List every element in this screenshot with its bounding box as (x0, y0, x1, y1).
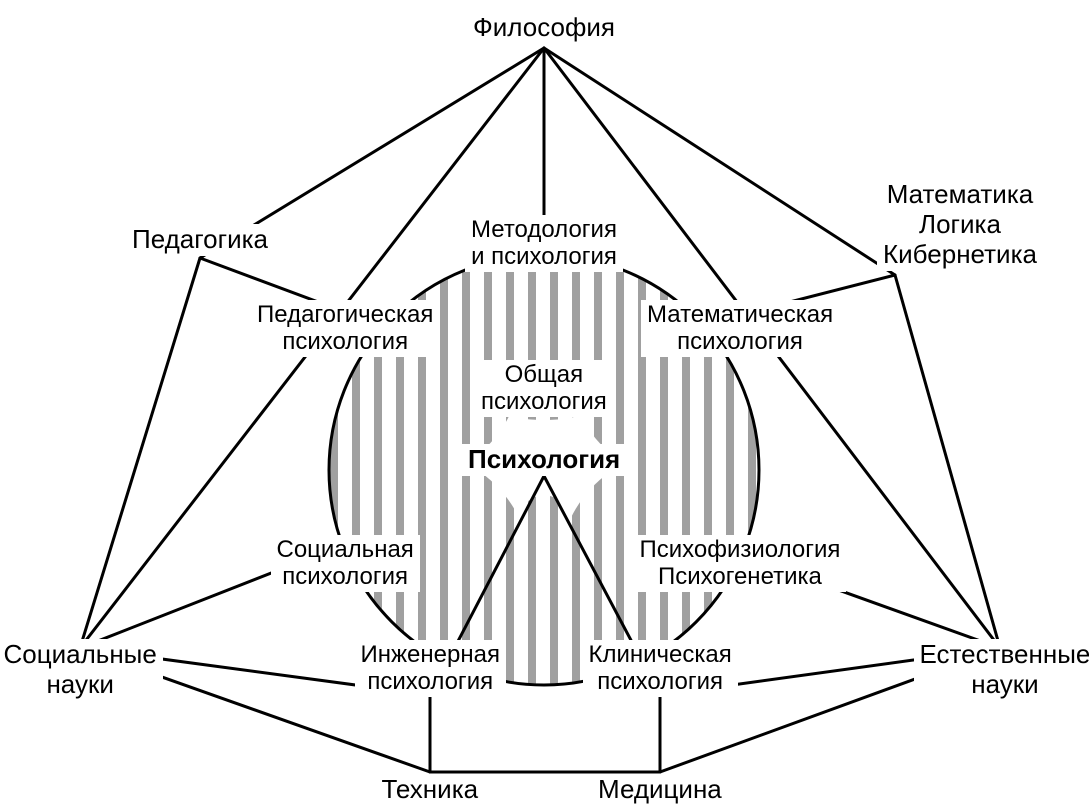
psychology-diagram: Общая психологияПсихологияМетодология и … (0, 0, 1089, 810)
diagram-svg (0, 0, 1089, 810)
